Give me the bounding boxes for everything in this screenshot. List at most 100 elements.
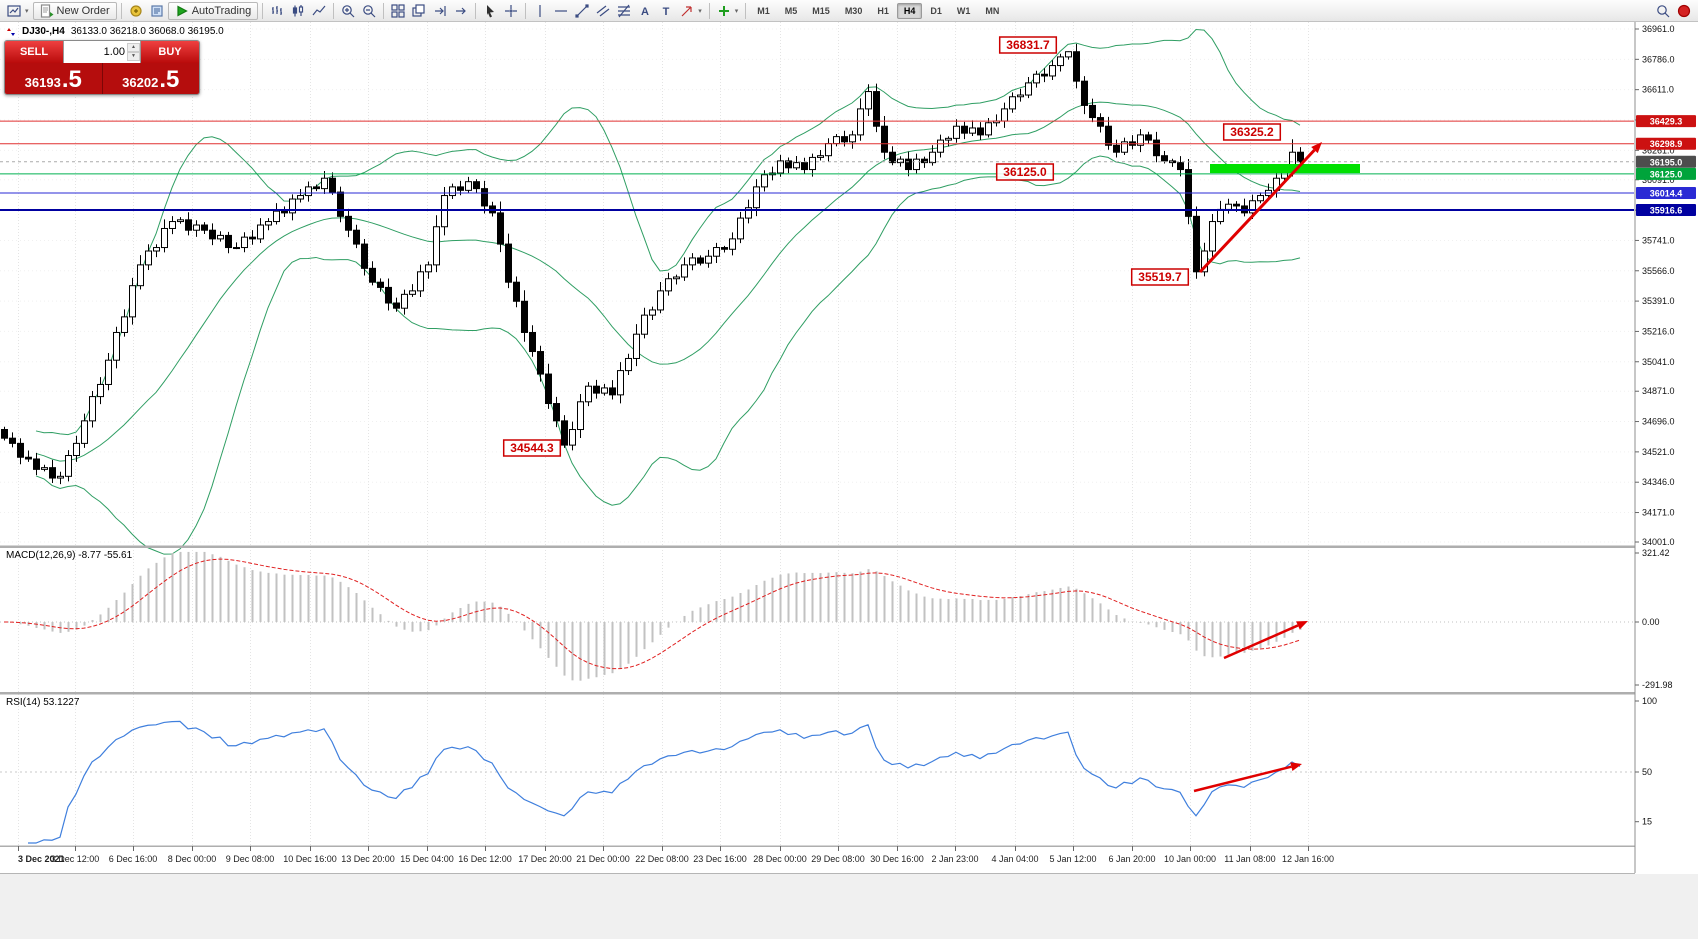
svg-text:6 Dec 16:00: 6 Dec 16:00	[109, 854, 158, 864]
toolbar-separator	[262, 2, 264, 19]
toolbar-separator	[120, 2, 122, 19]
timeframe-h4-button[interactable]: H4	[896, 2, 923, 19]
add-indicator-icon	[718, 5, 729, 16]
svg-text:36261.0: 36261.0	[1642, 145, 1675, 155]
price-annotation-box[interactable]	[998, 36, 1058, 54]
trendline-button[interactable]	[572, 2, 592, 20]
arrow-tools-button[interactable]: ▾	[677, 2, 705, 20]
timeframe-w1-button[interactable]: W1	[950, 3, 978, 19]
volume-input[interactable]	[64, 45, 127, 59]
svg-text:34696.0: 34696.0	[1642, 417, 1675, 427]
toolbar-separator	[333, 2, 335, 19]
zoom-out-button[interactable]	[359, 2, 379, 20]
cascade-windows-button[interactable]	[409, 2, 429, 20]
channel-button[interactable]	[593, 2, 613, 20]
vertical-line-button[interactable]	[530, 2, 550, 20]
stepper-up-icon[interactable]: ▲	[127, 43, 140, 52]
svg-text:35916.6: 35916.6	[1650, 206, 1683, 216]
expert-advisors-button[interactable]	[126, 2, 146, 20]
price-annotation-box[interactable]	[502, 439, 562, 457]
new-chart-button[interactable]: ▾	[4, 2, 32, 20]
price-annotation-box[interactable]	[1130, 268, 1190, 286]
svg-text:10 Jan 00:00: 10 Jan 00:00	[1164, 854, 1216, 864]
svg-text:5 Jan 12:00: 5 Jan 12:00	[1049, 854, 1096, 864]
label-button[interactable]: T	[656, 2, 676, 20]
support-zone[interactable]	[1210, 164, 1360, 173]
svg-text:34871.0: 34871.0	[1642, 386, 1675, 396]
sell-button[interactable]: SELL	[5, 41, 63, 63]
timeframe-m5-button[interactable]: M5	[778, 3, 805, 19]
text-button[interactable]: A	[635, 2, 655, 20]
svg-text:34521.0: 34521.0	[1642, 447, 1675, 457]
cursor-icon	[487, 4, 495, 17]
svg-text:21 Dec 00:00: 21 Dec 00:00	[576, 854, 630, 864]
timeframe-m30-button[interactable]: M30	[838, 3, 870, 19]
autotrading-button[interactable]: AutoTrading	[167, 1, 259, 20]
timeframe-mn-button[interactable]: MN	[978, 3, 1006, 19]
svg-text:34171.0: 34171.0	[1642, 508, 1675, 518]
timeframe-m1-button[interactable]: M1	[750, 3, 777, 19]
price-axis[interactable]: 36961.036786.036611.036436.036261.036091…	[1634, 22, 1698, 874]
trendline-icon	[575, 3, 589, 18]
notifications-button[interactable]	[1674, 2, 1694, 20]
horizontal-line-button[interactable]	[551, 2, 571, 20]
volume-stepper[interactable]: ▲ ▼	[127, 43, 140, 61]
svg-text:9 Dec 08:00: 9 Dec 08:00	[226, 854, 275, 864]
chart-candlesticks-button[interactable]	[288, 2, 308, 20]
buy-price-main: 36202	[122, 75, 159, 90]
svg-text:6 Jan 20:00: 6 Jan 20:00	[1108, 854, 1155, 864]
svg-text:30 Dec 16:00: 30 Dec 16:00	[870, 854, 924, 864]
zoom-in-button[interactable]	[338, 2, 358, 20]
crosshair-button[interactable]	[501, 2, 521, 20]
buy-button[interactable]: BUY	[141, 41, 199, 63]
grid	[0, 22, 1634, 845]
macd-histogram	[0, 551, 1634, 681]
svg-text:36325.2: 36325.2	[1230, 125, 1274, 139]
svg-text:15: 15	[1642, 817, 1652, 827]
cascade-windows-icon	[412, 3, 425, 17]
scripts-icon	[151, 4, 163, 17]
timeframe-d1-button[interactable]: D1	[923, 3, 949, 19]
chart-shift-button[interactable]	[430, 2, 450, 20]
svg-text:13 Dec 20:00: 13 Dec 20:00	[341, 854, 395, 864]
svg-text:11 Jan 08:00: 11 Jan 08:00	[1224, 854, 1275, 864]
timeframe-m15-button[interactable]: M15	[805, 3, 837, 19]
chart-shift-icon	[435, 5, 446, 16]
price-annotation-box[interactable]	[1222, 123, 1282, 141]
svg-text:17 Dec 20:00: 17 Dec 20:00	[518, 854, 572, 864]
search-icon	[1657, 4, 1670, 17]
new-order-button[interactable]: New Order	[32, 1, 117, 20]
auto-scroll-button[interactable]	[451, 2, 471, 20]
price-annotations[interactable]: 36831.7 36325.2 36125.0 35519.7 34544.3	[502, 36, 1282, 457]
horizontal-level-lines[interactable]	[0, 120, 1634, 212]
price-annotation-box[interactable]	[995, 163, 1055, 181]
arrow-tools-icon	[681, 5, 692, 16]
fibonacci-button[interactable]	[614, 2, 634, 20]
svg-text:16 Dec 12:00: 16 Dec 12:00	[458, 854, 512, 864]
timeframe-h1-button[interactable]: H1	[870, 3, 896, 19]
scripts-button[interactable]	[147, 2, 167, 20]
tile-windows-button[interactable]	[388, 2, 408, 20]
svg-text:0.00: 0.00	[1642, 617, 1660, 627]
cursor-button[interactable]	[480, 2, 500, 20]
symbol-period-label: DJ30-,H4	[22, 26, 65, 37]
volume-box: ▲ ▼	[63, 41, 141, 63]
svg-text:100: 100	[1642, 696, 1657, 706]
svg-text:36429.3: 36429.3	[1650, 117, 1683, 127]
macd-signal-line	[3, 558, 1301, 670]
svg-text:36831.7: 36831.7	[1006, 38, 1050, 52]
svg-text:35216.0: 35216.0	[1642, 326, 1675, 336]
autotrading-label: AutoTrading	[191, 4, 252, 17]
panel-separators[interactable]	[0, 545, 1698, 874]
trend-arrows[interactable]	[1193, 142, 1322, 793]
channel-icon	[596, 5, 610, 16]
stepper-down-icon[interactable]: ▼	[127, 52, 140, 61]
search-button[interactable]	[1653, 2, 1673, 20]
chart-line-button[interactable]	[309, 2, 329, 20]
chart-bars-button[interactable]	[267, 2, 287, 20]
line-chart-icon	[312, 5, 326, 15]
fibonacci-icon	[618, 4, 631, 17]
add-indicator-button[interactable]: ▾	[714, 2, 742, 20]
